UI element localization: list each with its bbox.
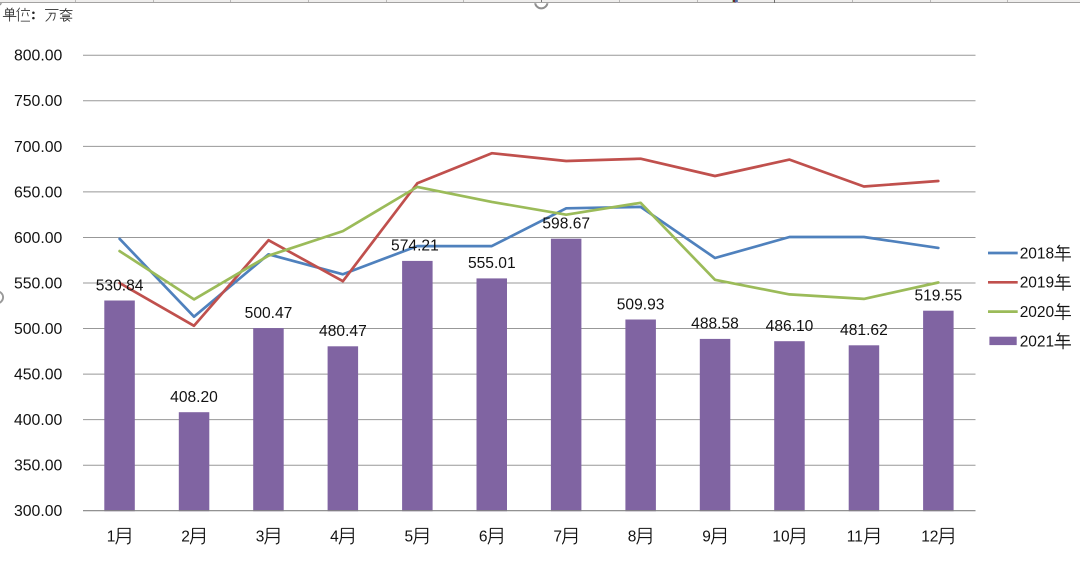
svg-text:750.00: 750.00 (14, 93, 63, 110)
svg-text:481.62: 481.62 (840, 322, 888, 339)
svg-text:480.47: 480.47 (319, 323, 367, 340)
svg-text:8: 8 (628, 529, 637, 546)
svg-text:550.00: 550.00 (14, 275, 63, 292)
svg-text:3: 3 (256, 529, 265, 546)
svg-text:11: 11 (847, 529, 863, 546)
svg-text:9: 9 (702, 529, 711, 546)
svg-text:509.93: 509.93 (617, 296, 665, 313)
svg-text:450.00: 450.00 (14, 367, 63, 384)
svg-text:700.00: 700.00 (14, 139, 63, 156)
svg-text:5: 5 (405, 529, 414, 546)
svg-text:1: 1 (107, 529, 116, 546)
svg-text:12: 12 (921, 529, 938, 546)
svg-text:2019: 2019 (1020, 275, 1054, 292)
svg-text:598.67: 598.67 (542, 216, 590, 233)
svg-text:2020: 2020 (1020, 304, 1055, 321)
svg-text:350.00: 350.00 (14, 458, 63, 475)
svg-text:650.00: 650.00 (14, 184, 63, 201)
svg-text:6: 6 (479, 529, 488, 546)
svg-text:530.84: 530.84 (96, 277, 144, 294)
svg-text:2021: 2021 (1020, 333, 1054, 350)
svg-text:7: 7 (553, 529, 562, 546)
svg-text:488.58: 488.58 (691, 316, 739, 333)
svg-text:500.00: 500.00 (14, 321, 63, 338)
svg-text:2: 2 (181, 529, 190, 546)
svg-text:2018: 2018 (1020, 245, 1054, 262)
svg-text:800.00: 800.00 (14, 48, 63, 65)
svg-text:519.55: 519.55 (914, 288, 962, 305)
svg-text:408.20: 408.20 (170, 389, 218, 406)
svg-text:600.00: 600.00 (14, 230, 63, 247)
svg-text:10: 10 (772, 529, 790, 546)
svg-text:4: 4 (330, 529, 339, 546)
svg-text:574.21: 574.21 (391, 238, 439, 255)
svg-text:555.01: 555.01 (468, 255, 516, 272)
svg-text:300.00: 300.00 (14, 503, 63, 520)
svg-text:500.47: 500.47 (245, 305, 293, 322)
svg-text:486.10: 486.10 (766, 318, 814, 335)
svg-text:400.00: 400.00 (14, 412, 63, 429)
